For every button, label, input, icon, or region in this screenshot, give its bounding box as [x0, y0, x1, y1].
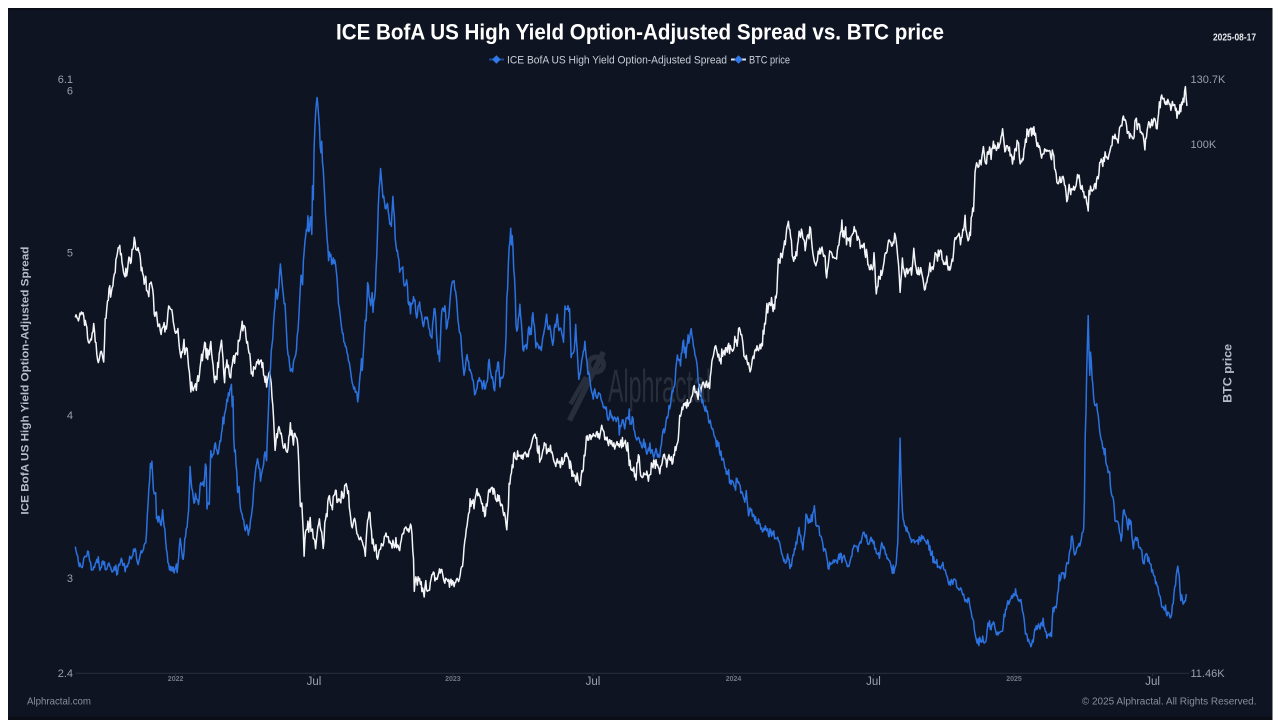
svg-text:3: 3 [67, 573, 73, 585]
svg-text:Jul: Jul [1145, 676, 1160, 688]
svg-text:2023: 2023 [445, 676, 461, 683]
svg-text:4: 4 [67, 410, 73, 422]
svg-text:ICE BofA US High Yield Option-: ICE BofA US High Yield Option-Adjusted S… [20, 247, 32, 515]
svg-text:6.1: 6.1 [58, 74, 73, 86]
svg-text:2.4: 2.4 [58, 668, 73, 680]
svg-text:BTC price: BTC price [1223, 344, 1235, 403]
svg-text:100K: 100K [1191, 139, 1217, 151]
svg-text:Jul: Jul [586, 676, 601, 688]
svg-text:Alphractal: Alphractal [608, 360, 711, 412]
svg-text:Jul: Jul [866, 676, 881, 688]
svg-text:ICE BofA US High Yield Option-: ICE BofA US High Yield Option-Adjusted S… [336, 20, 944, 45]
svg-text:Alphractal.com: Alphractal.com [27, 696, 91, 708]
svg-text:6: 6 [67, 86, 73, 98]
svg-text:2024: 2024 [726, 676, 742, 683]
svg-text:Jul: Jul [307, 676, 322, 688]
svg-text:BTC price: BTC price [749, 54, 790, 66]
svg-text:2022: 2022 [168, 676, 184, 683]
svg-text:© 2025 Alphractal. All Rights: © 2025 Alphractal. All Rights Reserved. [1082, 697, 1257, 708]
svg-text:11.46K: 11.46K [1191, 668, 1226, 680]
svg-text:130.7K: 130.7K [1191, 74, 1227, 86]
svg-text:2025: 2025 [1006, 676, 1022, 683]
svg-text:ICE BofA US High Yield Option-: ICE BofA US High Yield Option-Adjusted S… [507, 54, 727, 66]
svg-text:2025-08-17: 2025-08-17 [1213, 32, 1256, 44]
svg-text:5: 5 [67, 247, 73, 259]
